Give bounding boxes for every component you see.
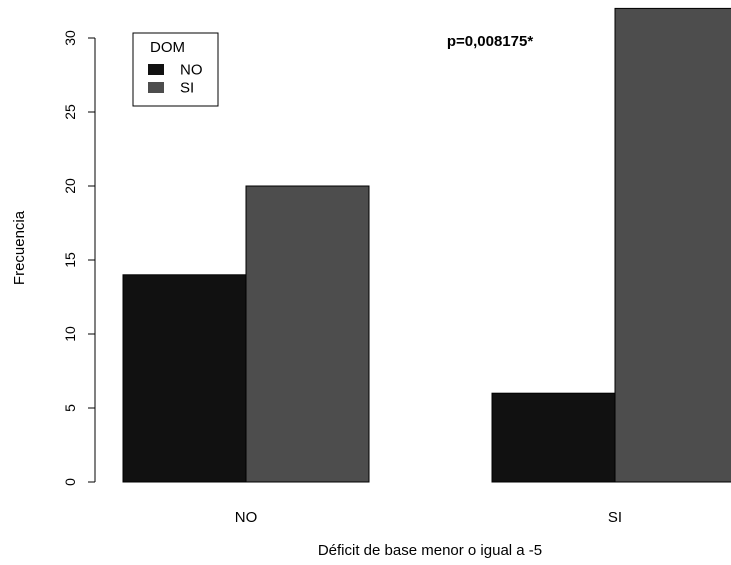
legend-swatch-si — [148, 82, 164, 93]
y-tick-label: 5 — [62, 404, 78, 412]
bar-si-si — [614, 7, 731, 483]
bar-no-si — [245, 185, 370, 483]
y-tick-label: 20 — [62, 178, 78, 194]
category-label-si: SI — [608, 509, 622, 526]
y-tick-label: 0 — [62, 478, 78, 486]
bar-si-no — [491, 392, 616, 483]
legend-label-si: SI — [180, 80, 194, 97]
legend-box — [132, 32, 219, 107]
y-axis-title: Frecuencia — [11, 210, 28, 285]
category-label-no: NO — [235, 509, 258, 526]
bar-group — [122, 7, 731, 483]
x-axis-title: Déficit de base menor o igual a -5 — [318, 542, 542, 559]
y-tick-label: 10 — [62, 326, 78, 342]
legend-swatch-no — [148, 64, 164, 75]
y-axis: 0 5 10 15 20 25 30 — [62, 30, 96, 486]
category-labels: NO SI — [235, 509, 622, 526]
bar-no-no — [122, 274, 247, 483]
legend-title: DOM — [150, 39, 185, 56]
p-value-annotation: p=0,008175* — [447, 33, 533, 50]
y-tick-label: 25 — [62, 104, 78, 120]
legend-label-no: NO — [180, 62, 203, 79]
y-tick-label: 15 — [62, 252, 78, 268]
y-tick-label: 30 — [62, 30, 78, 46]
